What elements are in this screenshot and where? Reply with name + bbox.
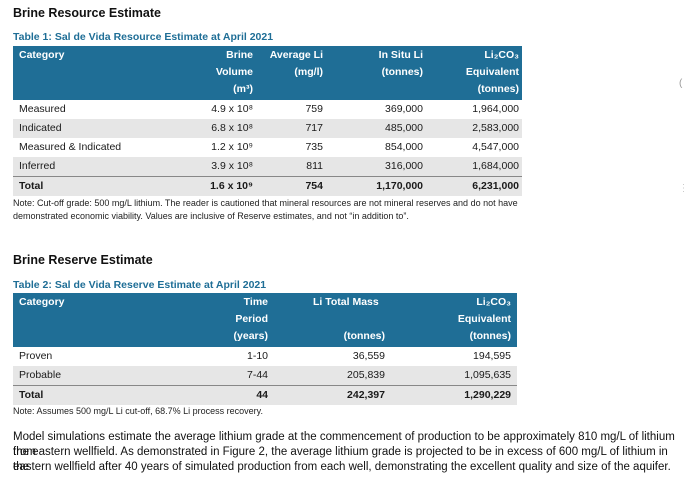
header-brine-line3: (m³) xyxy=(233,83,253,95)
table-total-row: Total 44 242,397 1,290,229 xyxy=(13,385,517,405)
table-row: Inferred 3.9 x 10⁸ 811 316,000 1,684,000 xyxy=(13,157,522,176)
cell-in-situ-li: 1,170,000 xyxy=(376,180,423,192)
edge-mark-ellipsis: ⋮ xyxy=(679,183,684,194)
resource-note-line1: Note: Cut-off grade: 500 mg/L lithium. T… xyxy=(13,198,518,208)
header-category: Category xyxy=(19,296,65,308)
cell-brine-volume: 1.6 x 10⁹ xyxy=(210,180,253,192)
body-paragraph-line1: Model simulations estimate the average l… xyxy=(13,431,675,458)
resource-table-caption: Table 1: Sal de Vida Resource Estimate a… xyxy=(13,31,274,43)
reserve-table: Category Time Period (years) Li Total Ma… xyxy=(13,293,517,405)
cell-avg-li: 811 xyxy=(306,160,323,172)
header-time-line2: Period xyxy=(235,313,268,325)
cell-brine-volume: 6.8 x 10⁸ xyxy=(211,122,253,134)
cell-category: Inferred xyxy=(19,160,56,172)
header-avg-li-line2: (mg/l) xyxy=(294,66,323,78)
header-brine-line2: Volume xyxy=(215,66,253,78)
cell-category: Proven xyxy=(19,350,53,362)
cell-category: Measured xyxy=(19,103,66,115)
header-insitu-line2: (tonnes) xyxy=(381,66,423,78)
cell-in-situ-li: 316,000 xyxy=(385,160,423,172)
resource-note-line2: demonstrated economic viability. Values … xyxy=(13,211,409,221)
reserve-table-caption: Table 2: Sal de Vida Reserve Estimate at… xyxy=(13,279,267,291)
header-time-line3: (years) xyxy=(233,330,268,342)
cell-in-situ-li: 369,000 xyxy=(385,103,423,115)
cell-category: Probable xyxy=(19,369,62,381)
cell-li2co3: 1,684,000 xyxy=(472,160,519,172)
table-total-row: Total 1.6 x 10⁹ 754 1,170,000 6,231,000 xyxy=(13,176,522,196)
cell-avg-li: 754 xyxy=(305,180,323,192)
header-li-mass-line1: Li Total Mass xyxy=(313,296,379,308)
reserve-note: Note: Assumes 500 mg/L Li cut-off, 68.7%… xyxy=(13,406,263,416)
cell-time-period: 7-44 xyxy=(246,369,268,381)
cell-category: Indicated xyxy=(19,122,62,134)
table-row: Measured & Indicated 1.2 x 10⁹ 735 854,0… xyxy=(13,138,522,157)
cell-avg-li: 717 xyxy=(305,122,323,134)
cell-li2co3: 4,547,000 xyxy=(472,141,519,153)
cell-category: Total xyxy=(19,180,44,192)
cell-li-total-mass: 205,839 xyxy=(347,369,385,381)
cell-li2co3: 1,964,000 xyxy=(472,103,519,115)
cell-li2co3: 2,583,000 xyxy=(472,122,519,134)
header-li-mass-line2: (tonnes) xyxy=(343,330,385,342)
cell-li2co3: 1,095,635 xyxy=(464,369,511,381)
cell-category: Measured & Indicated xyxy=(19,141,122,153)
cell-avg-li: 759 xyxy=(305,103,323,115)
cell-brine-volume: 4.9 x 10⁸ xyxy=(211,103,253,115)
header-insitu-line1: In Situ Li xyxy=(378,49,423,61)
table-row: Indicated 6.8 x 10⁸ 717 485,000 2,583,00… xyxy=(13,119,522,138)
header-li2co3-line3: (tonnes) xyxy=(469,330,511,342)
cell-in-situ-li: 854,000 xyxy=(385,141,423,153)
header-avg-li-line1: Average Li xyxy=(269,49,323,61)
cell-avg-li: 735 xyxy=(305,141,323,153)
body-paragraph-line2: the eastern wellfield. As demonstrated i… xyxy=(13,446,668,473)
cell-brine-volume: 3.9 x 10⁸ xyxy=(211,160,253,172)
header-time-line1: Time xyxy=(243,296,268,308)
cell-li-total-mass: 36,559 xyxy=(352,350,385,362)
cell-in-situ-li: 485,000 xyxy=(385,122,423,134)
resource-table-header: Category Brine Volume (m³) Average Li (m… xyxy=(13,46,522,100)
header-li2co3-line1: Li₂CO₃ xyxy=(484,49,519,61)
table-row: Measured 4.9 x 10⁸ 759 369,000 1,964,000 xyxy=(13,100,522,119)
cell-li-total-mass: 242,397 xyxy=(347,389,385,401)
reserve-section-heading: Brine Reserve Estimate xyxy=(13,253,153,267)
cell-li2co3: 6,231,000 xyxy=(472,180,519,192)
header-li2co3-line1: Li₂CO₃ xyxy=(476,296,511,308)
header-brine-line1: Brine xyxy=(226,49,253,61)
header-li2co3-line2: Equivalent xyxy=(457,313,511,325)
reserve-table-header: Category Time Period (years) Li Total Ma… xyxy=(13,293,517,347)
header-li2co3-line2: Equivalent xyxy=(465,66,519,78)
header-li2co3-line3: (tonnes) xyxy=(477,83,519,95)
cell-category: Total xyxy=(19,389,44,401)
cell-li2co3: 1,290,229 xyxy=(464,389,511,401)
body-paragraph-line3: eastern wellfield after 40 years of simu… xyxy=(13,461,671,473)
cell-time-period: 44 xyxy=(256,389,268,401)
cell-time-period: 1-10 xyxy=(246,350,268,362)
table-row: Proven 1-10 36,559 194,595 xyxy=(13,347,517,366)
resource-table: Category Brine Volume (m³) Average Li (m… xyxy=(13,46,522,196)
cell-li2co3: 194,595 xyxy=(473,350,511,362)
resource-section-heading: Brine Resource Estimate xyxy=(13,6,161,20)
header-category: Category xyxy=(19,49,65,61)
table-row: Probable 7-44 205,839 1,095,635 xyxy=(13,366,517,385)
cell-brine-volume: 1.2 x 10⁹ xyxy=(211,141,253,153)
edge-mark-c-fragment: ( xyxy=(679,78,683,89)
